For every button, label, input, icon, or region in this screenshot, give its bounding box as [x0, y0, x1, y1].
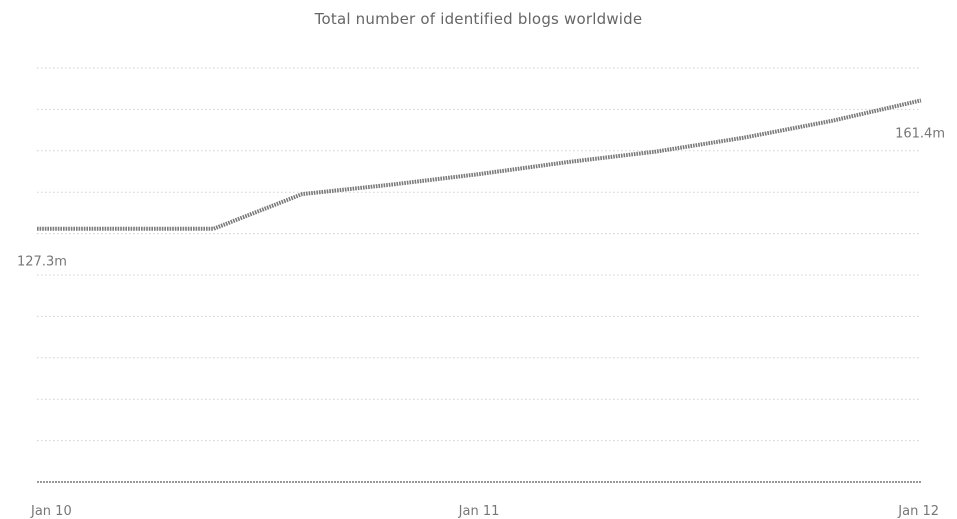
- chart-title: Total number of identified blogs worldwi…: [314, 10, 643, 28]
- x-tick-label: Jan 10: [30, 504, 72, 519]
- data-label: 161.4m: [895, 126, 945, 141]
- data-label: 127.3m: [17, 255, 67, 270]
- x-tick-label: Jan 12: [897, 504, 939, 519]
- series-line: [37, 98, 922, 231]
- x-tick-label: Jan 11: [458, 504, 500, 519]
